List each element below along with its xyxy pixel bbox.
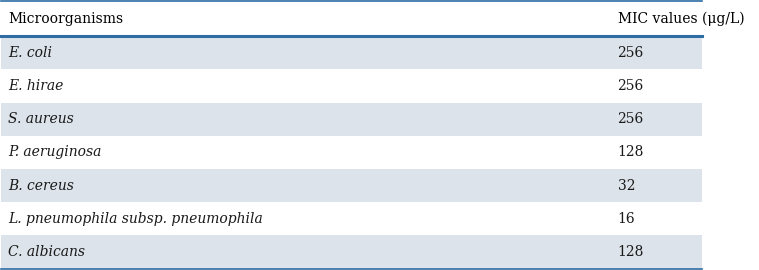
- Text: 128: 128: [618, 145, 644, 159]
- Text: 256: 256: [618, 46, 644, 60]
- FancyBboxPatch shape: [2, 202, 701, 235]
- Text: P. aeruginosa: P. aeruginosa: [8, 145, 102, 159]
- Text: E. coli: E. coli: [8, 46, 52, 60]
- FancyBboxPatch shape: [2, 103, 701, 136]
- Text: C. albicans: C. albicans: [8, 245, 86, 259]
- Text: L. pneumophila subsp. pneumophila: L. pneumophila subsp. pneumophila: [8, 212, 263, 226]
- FancyBboxPatch shape: [2, 1, 701, 36]
- Text: 256: 256: [618, 112, 644, 126]
- FancyBboxPatch shape: [2, 36, 701, 69]
- Text: E. hirae: E. hirae: [8, 79, 64, 93]
- Text: 128: 128: [618, 245, 644, 259]
- Text: 16: 16: [618, 212, 635, 226]
- Text: B. cereus: B. cereus: [8, 178, 74, 193]
- FancyBboxPatch shape: [2, 235, 701, 269]
- FancyBboxPatch shape: [2, 169, 701, 202]
- FancyBboxPatch shape: [2, 69, 701, 103]
- FancyBboxPatch shape: [2, 136, 701, 169]
- Text: Microorganisms: Microorganisms: [8, 12, 124, 26]
- Text: 256: 256: [618, 79, 644, 93]
- Text: MIC values (μg/L): MIC values (μg/L): [618, 12, 744, 26]
- Text: 32: 32: [618, 178, 635, 193]
- Text: S. aureus: S. aureus: [8, 112, 74, 126]
